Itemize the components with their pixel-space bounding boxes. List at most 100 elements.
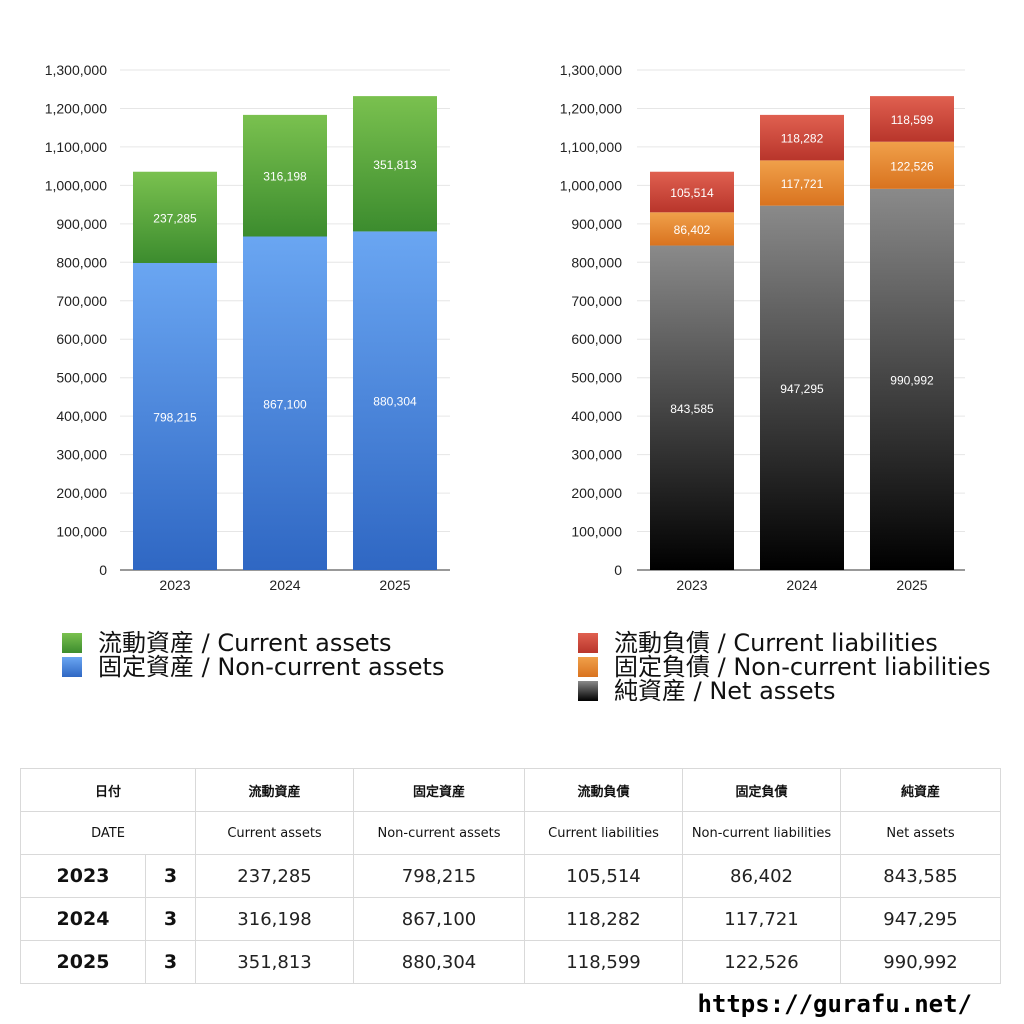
legend-item-non-current-liabilities: 固定負債 / Non-current liabilities (578, 655, 991, 679)
y-tick-label: 1,100,000 (45, 139, 107, 155)
data-table: 日付 流動資産 固定資産 流動負債 固定負債 純資産 DATE Current … (19, 768, 1002, 984)
bar-segment (870, 141, 954, 189)
bar-data-label: 118,599 (891, 113, 934, 127)
y-tick-label: 400,000 (571, 408, 622, 424)
current-liabilities-swatch (578, 633, 598, 653)
y-tick-label: 1,200,000 (45, 100, 107, 116)
bar-data-label: 118,282 (781, 132, 824, 146)
legend-label: 流動負債 / Current liabilities (614, 629, 938, 657)
header-cell: Current liabilities (524, 811, 684, 855)
row-month: 3 (144, 897, 197, 941)
y-tick-label: 500,000 (571, 370, 622, 386)
y-tick-label: 600,000 (56, 331, 107, 347)
bar-data-label: 86,402 (674, 223, 711, 237)
bar-data-label: 351,813 (373, 158, 417, 172)
table-cell: 118,599 (524, 940, 684, 984)
table-cell: 351,813 (195, 940, 355, 984)
bar-data-label: 947,295 (780, 382, 824, 396)
header-cell: 流動資産 (195, 768, 355, 812)
bar-segment (650, 171, 734, 213)
bar-segment (243, 114, 327, 237)
header-date-jp: 日付 (19, 768, 197, 812)
legend-label: 固定資産 / Non-current assets (98, 653, 445, 681)
table-header-en: DATE Current assets Non-current assets C… (19, 811, 1002, 855)
bar-segment (353, 96, 437, 232)
bar-segment (353, 231, 437, 570)
legend-item-net-assets: 純資産 / Net assets (578, 679, 991, 703)
header-cell: 流動負債 (524, 768, 684, 812)
legend-assets: 流動資産 / Current assets 固定資産 / Non-current… (62, 631, 444, 679)
y-tick-label: 900,000 (571, 216, 622, 232)
legend-liabilities: 流動負債 / Current liabilities 固定負債 / Non-cu… (578, 631, 991, 703)
y-tick-label: 1,000,000 (45, 177, 107, 193)
y-tick-label: 0 (614, 562, 622, 578)
table-cell: 798,215 (353, 854, 526, 898)
table-cell: 947,295 (840, 897, 1002, 941)
bar-segment (760, 160, 844, 206)
x-tick-label: 2025 (379, 577, 410, 593)
y-tick-label: 100,000 (56, 524, 107, 540)
y-tick-label: 300,000 (56, 447, 107, 463)
y-tick-label: 1,300,000 (560, 62, 622, 78)
bar-data-label: 867,100 (263, 397, 307, 411)
y-tick-label: 200,000 (571, 485, 622, 501)
legend-item-current-assets: 流動資産 / Current assets (62, 631, 444, 655)
header-cell: Current assets (195, 811, 355, 855)
table-cell: 237,285 (195, 854, 355, 898)
x-tick-label: 2024 (786, 577, 817, 593)
y-tick-label: 800,000 (56, 254, 107, 270)
bar-segment (650, 245, 734, 570)
bar-segment (760, 205, 844, 570)
non-current-liabilities-swatch (578, 657, 598, 677)
table-header-jp: 日付 流動資産 固定資産 流動負債 固定負債 純資産 (19, 768, 1002, 812)
header-cell: Net assets (840, 811, 1002, 855)
legend-item-non-current-assets: 固定資産 / Non-current assets (62, 655, 444, 679)
table-row: 2024 3 316,198 867,100 118,282 117,721 9… (20, 897, 1002, 941)
header-cell: 固定負債 (682, 768, 842, 812)
bar-data-label: 880,304 (373, 395, 417, 409)
y-tick-label: 700,000 (56, 293, 107, 309)
y-tick-label: 0 (99, 562, 107, 578)
table-cell: 117,721 (682, 897, 842, 941)
bar-data-label: 843,585 (670, 402, 714, 416)
table-row: 2025 3 351,813 880,304 118,599 122,526 9… (20, 940, 1002, 984)
y-tick-label: 1,200,000 (560, 100, 622, 116)
header-cell: Non-current liabilities (682, 811, 842, 855)
x-tick-label: 2025 (896, 577, 927, 593)
y-tick-label: 200,000 (56, 485, 107, 501)
bar-segment (133, 262, 217, 570)
row-month: 3 (144, 854, 197, 898)
bar-data-label: 105,514 (670, 186, 714, 200)
non-current-assets-swatch (62, 657, 82, 677)
table-cell: 105,514 (524, 854, 684, 898)
x-tick-label: 2024 (269, 577, 300, 593)
y-tick-label: 700,000 (571, 293, 622, 309)
bar-data-label: 316,198 (263, 170, 307, 184)
row-year: 2023 (20, 854, 146, 898)
x-tick-label: 2023 (159, 577, 190, 593)
row-year: 2025 (20, 940, 146, 984)
table-cell: 867,100 (353, 897, 526, 941)
bar-data-label: 122,526 (890, 159, 934, 173)
bar-segment (133, 171, 217, 263)
table-cell: 316,198 (195, 897, 355, 941)
table-cell: 843,585 (840, 854, 1002, 898)
y-tick-label: 400,000 (56, 408, 107, 424)
y-tick-label: 300,000 (571, 447, 622, 463)
current-assets-swatch (62, 633, 82, 653)
table-cell: 86,402 (682, 854, 842, 898)
table-cell: 880,304 (353, 940, 526, 984)
legend-label: 流動資産 / Current assets (98, 629, 392, 657)
row-year: 2024 (20, 897, 146, 941)
bar-data-label: 117,721 (781, 177, 824, 191)
x-tick-label: 2023 (676, 577, 707, 593)
legend-label: 固定負債 / Non-current liabilities (614, 653, 991, 681)
site-url[interactable]: https://gurafu.net/ (697, 990, 972, 1018)
y-tick-label: 1,100,000 (560, 139, 622, 155)
bar-data-label: 990,992 (890, 373, 934, 387)
net-assets-swatch (578, 681, 598, 701)
table-cell: 122,526 (682, 940, 842, 984)
table-row: 2023 3 237,285 798,215 105,514 86,402 84… (20, 854, 1002, 898)
legend-item-current-liabilities: 流動負債 / Current liabilities (578, 631, 991, 655)
y-tick-label: 500,000 (56, 370, 107, 386)
